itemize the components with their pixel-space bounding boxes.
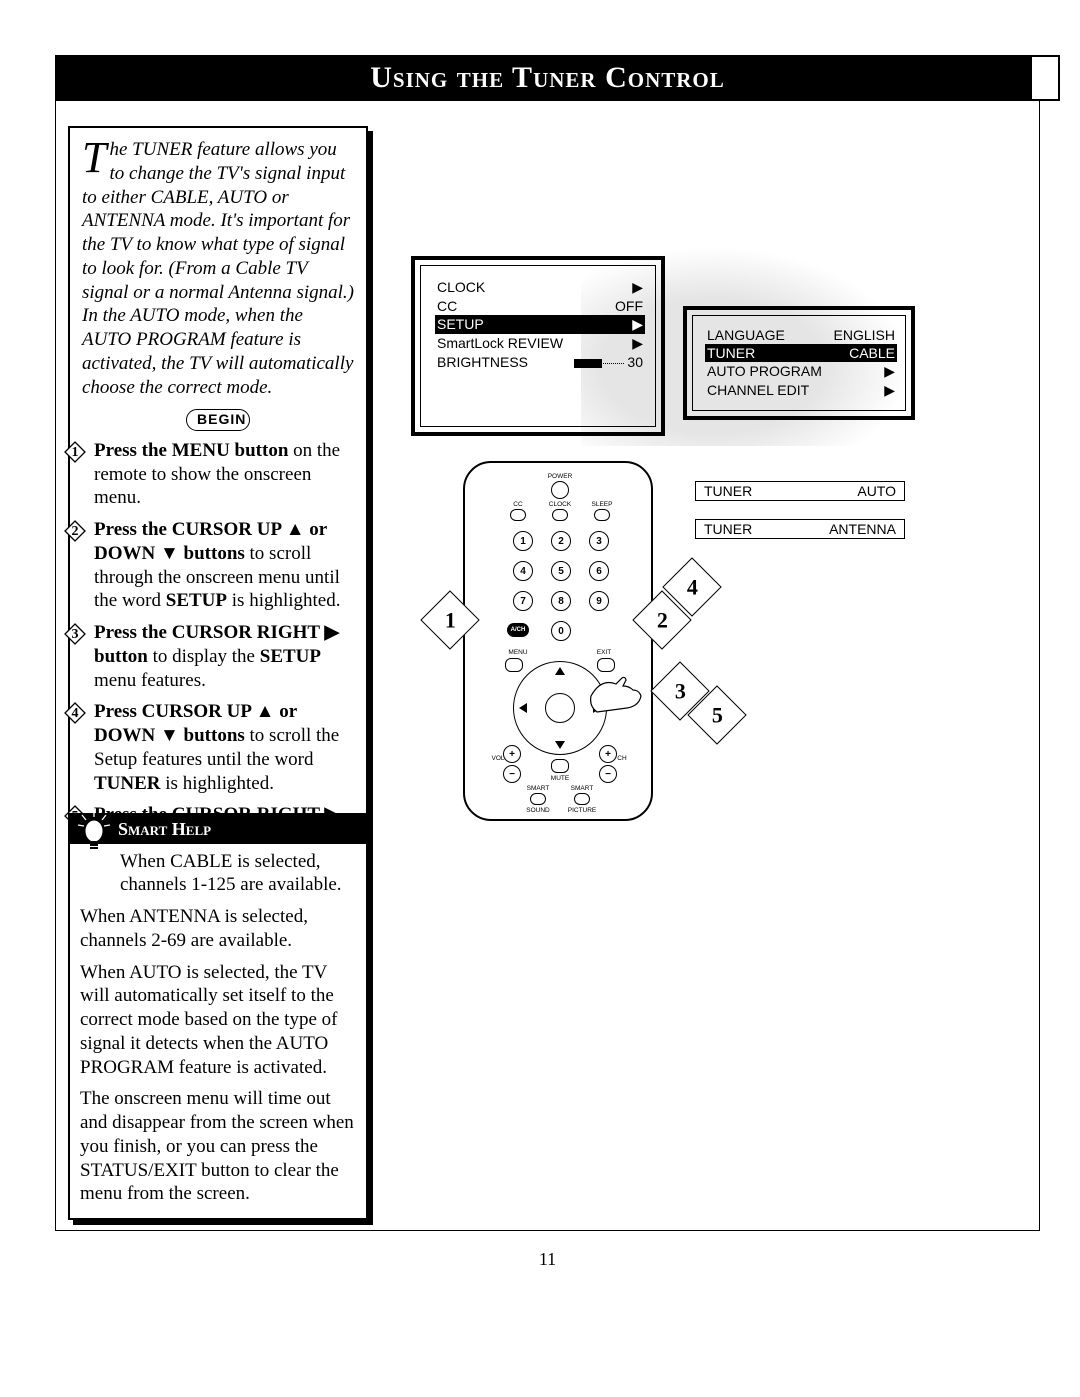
page-tab — [1030, 55, 1060, 101]
sleep-label: SLEEP — [587, 501, 617, 508]
digit-4-button[interactable]: 4 — [513, 561, 533, 581]
right-column: CLOCK▶CCOFFSETUP▶SmartLock REVIEW▶ BRIGH… — [381, 101, 1039, 1230]
digit-0-button[interactable]: 0 — [551, 621, 571, 641]
picture-label: PICTURE — [567, 807, 597, 814]
smart-sound-label1: SMART — [523, 785, 553, 792]
help-p4: The onscreen menu will time out and disa… — [80, 1087, 356, 1206]
sound-label: SOUND — [523, 807, 553, 814]
digit-9-button[interactable]: 9 — [589, 591, 609, 611]
digit-3-button[interactable]: 3 — [589, 531, 609, 551]
setup-row: LANGUAGEENGLISH — [705, 326, 897, 344]
remote-control: POWER CC CLOCK SLEEP 123 456 7890 A/CH MEN… — [463, 461, 653, 821]
svg-text:4: 4 — [72, 706, 79, 721]
setup-panel: LANGUAGEENGLISHTUNERCABLEAUTO PROGRAM▶CH… — [683, 306, 915, 420]
osd-brightness-row: BRIGHTNESS 30 — [435, 353, 645, 371]
begin-badge: BEGIN — [186, 409, 250, 431]
vol-down-button[interactable]: − — [503, 765, 521, 783]
step-2: 2Press the CURSOR UP ▲ or DOWN ▼ buttons… — [82, 518, 354, 613]
smart-help-title: Smart Help — [118, 819, 211, 839]
step-3: 3Press the CURSOR RIGHT ▶ button to disp… — [82, 621, 354, 692]
tuner-auto-box: TUNERAUTO — [695, 481, 905, 501]
smart-help-box: Smart Help When CABLE is selected, chann… — [68, 813, 368, 1220]
sleep-button[interactable] — [594, 509, 610, 521]
tv-osd-screen: CLOCK▶CCOFFSETUP▶SmartLock REVIEW▶ BRIGH… — [411, 256, 665, 436]
intro-paragraph: The TUNER feature allows you to change t… — [82, 138, 354, 399]
page-body: The TUNER feature allows you to change t… — [55, 101, 1040, 1231]
tuner-antenna-box: TUNERANTENNA — [695, 519, 905, 539]
dropcap: T — [82, 138, 109, 178]
setup-row: TUNERCABLE — [705, 344, 897, 362]
digit-1-button[interactable]: 1 — [513, 531, 533, 551]
svg-text:2: 2 — [72, 524, 79, 539]
digit-6-button[interactable]: 6 — [589, 561, 609, 581]
osd-row: SETUP▶ — [435, 315, 645, 334]
osd-row: CLOCK▶ — [435, 278, 645, 297]
intro-text: he TUNER feature allows you to change th… — [82, 139, 354, 398]
help-p2: When ANTENNA is selected, channels 2-69 … — [80, 905, 356, 953]
exit-label: EXIT — [589, 649, 619, 656]
digit-8-button[interactable]: 8 — [551, 591, 571, 611]
smart-help-header: Smart Help — [70, 815, 366, 844]
svg-text:3: 3 — [72, 627, 79, 642]
cc-label: CC — [503, 501, 533, 508]
osd-row: CCOFF — [435, 297, 645, 315]
smart-help-body: When CABLE is selected, channels 1-125 a… — [70, 844, 366, 1219]
smart-picture-button[interactable] — [574, 793, 590, 805]
clock-label: CLOCK — [545, 501, 575, 508]
svg-text:1: 1 — [72, 445, 79, 460]
smart-sound-button[interactable] — [530, 793, 546, 805]
power-label: POWER — [545, 473, 575, 480]
hand-icon — [586, 676, 646, 716]
setup-row: CHANNEL EDIT▶ — [705, 381, 897, 400]
ch-down-button[interactable]: − — [599, 765, 617, 783]
setup-row: AUTO PROGRAM▶ — [705, 362, 897, 381]
mute-button[interactable] — [551, 759, 569, 773]
clock-button[interactable] — [552, 509, 568, 521]
ach-button[interactable]: A/CH — [507, 623, 529, 637]
help-p3: When AUTO is selected, the TV will autom… — [80, 961, 356, 1080]
page-number: 11 — [55, 1249, 1040, 1270]
page-title: Using the Tuner Control — [370, 61, 725, 94]
help-p1: When CABLE is selected, channels 1-125 a… — [80, 850, 356, 898]
smart-picture-label1: SMART — [567, 785, 597, 792]
page-title-bar: Using the Tuner Control — [55, 55, 1040, 101]
ch-up-button[interactable]: + — [599, 745, 617, 763]
steps-list: 1Press the MENU button on the remote to … — [82, 439, 354, 875]
step-4: 4Press CURSOR UP ▲ or DOWN ▼ buttons to … — [82, 700, 354, 795]
power-button[interactable] — [551, 481, 569, 499]
step-1: 1Press the MENU button on the remote to … — [82, 439, 354, 510]
mute-label: MUTE — [545, 775, 575, 782]
osd-row: SmartLock REVIEW▶ — [435, 334, 645, 353]
digit-7-button[interactable]: 7 — [513, 591, 533, 611]
cc-button[interactable] — [510, 509, 526, 521]
lightbulb-icon — [76, 811, 112, 857]
vol-up-button[interactable]: + — [503, 745, 521, 763]
digit-5-button[interactable]: 5 — [551, 561, 571, 581]
menu-label: MENU — [503, 649, 533, 656]
left-column: The TUNER feature allows you to change t… — [56, 101, 381, 1230]
digit-2-button[interactable]: 2 — [551, 531, 571, 551]
